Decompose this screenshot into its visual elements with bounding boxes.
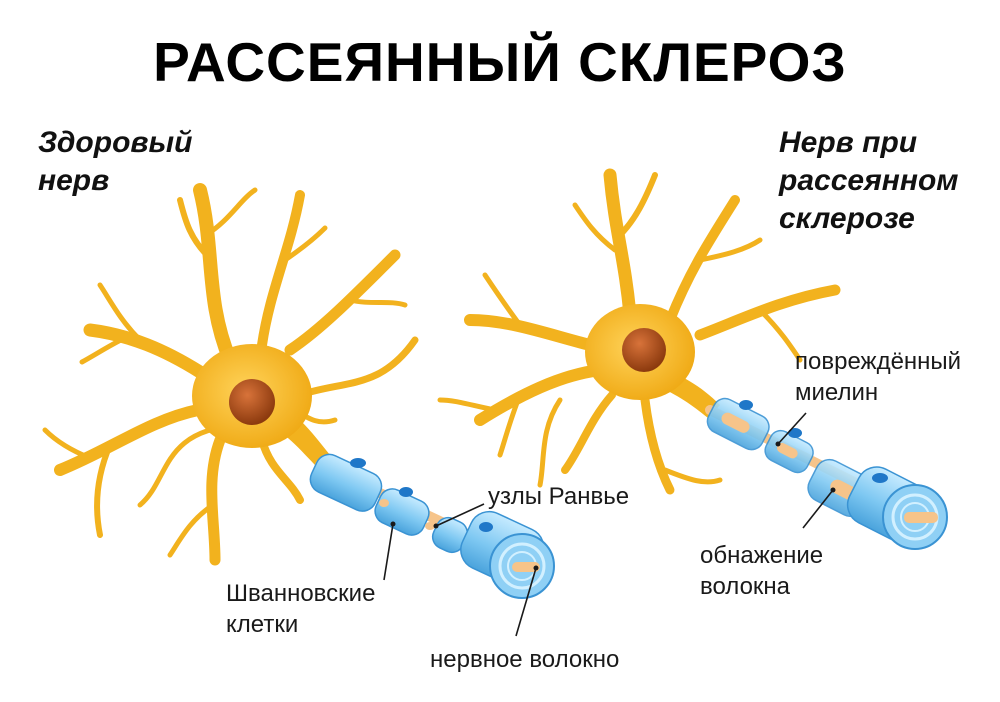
heading-line: Здоровый bbox=[38, 126, 193, 159]
leader-line-nodes-of-ranvier bbox=[435, 503, 485, 527]
node-of-ranvier bbox=[788, 428, 802, 438]
node-of-ranvier bbox=[350, 458, 366, 468]
label-schwann-cells: Шванновские клетки bbox=[226, 578, 375, 640]
leader-line-exposed-fiber bbox=[802, 489, 834, 529]
label-nerve-fiber: нервное волокно bbox=[430, 646, 620, 673]
label-line: клетки bbox=[226, 611, 299, 638]
leader-line-nerve-fiber bbox=[515, 567, 537, 637]
heading-line: Нерв при bbox=[779, 126, 918, 159]
leader-line-schwann-cells bbox=[383, 523, 394, 581]
node-of-ranvier bbox=[479, 522, 493, 532]
healthy-nucleus bbox=[229, 379, 275, 425]
ms-nerve-heading: Нерв при рассеянном склерозе bbox=[779, 124, 959, 238]
node-gap bbox=[425, 522, 435, 530]
page-title: РАССЕЯННЫЙ СКЛЕРОЗ bbox=[153, 31, 847, 93]
heading-line: рассеянном bbox=[779, 164, 959, 197]
exposed-fiber-patch bbox=[721, 412, 750, 433]
node-of-ranvier bbox=[872, 473, 888, 483]
node-gap bbox=[379, 499, 389, 507]
ms-nucleus bbox=[622, 328, 666, 372]
label-line: миелин bbox=[795, 379, 879, 406]
ms-dendrites bbox=[437, 168, 841, 495]
label-line: повреждённый bbox=[795, 348, 962, 375]
myelin-ring bbox=[498, 542, 546, 590]
label-exposed-fiber: обнажение волокна bbox=[700, 540, 823, 602]
node-of-ranvier bbox=[739, 400, 753, 410]
label-line: обнажение bbox=[700, 542, 824, 569]
ms-axon bbox=[705, 397, 948, 550]
node-of-ranvier bbox=[399, 487, 413, 497]
heading-line: склерозе bbox=[779, 202, 915, 235]
schwann-cell bbox=[309, 453, 383, 512]
healthy-dendrites bbox=[42, 183, 419, 566]
nerve-fiber-core bbox=[512, 562, 540, 572]
ms-neuron bbox=[437, 168, 948, 550]
leader-lines bbox=[383, 412, 836, 637]
label-line: Шванновские bbox=[226, 580, 376, 607]
leader-line-damaged-myelin bbox=[777, 412, 807, 445]
label-nodes-of-ranvier: узлы Ранвье bbox=[488, 483, 630, 510]
exposed-fiber-patch bbox=[776, 442, 798, 459]
healthy-axon bbox=[309, 453, 555, 599]
label-damaged-myelin: повреждённый миелин bbox=[795, 346, 961, 408]
label-line: волокна bbox=[700, 573, 791, 600]
nerve-fiber-core bbox=[904, 512, 938, 523]
healthy-neuron bbox=[42, 183, 555, 599]
heading-line: нерв bbox=[38, 164, 110, 197]
healthy-nerve-heading: Здоровый нерв bbox=[38, 124, 192, 200]
